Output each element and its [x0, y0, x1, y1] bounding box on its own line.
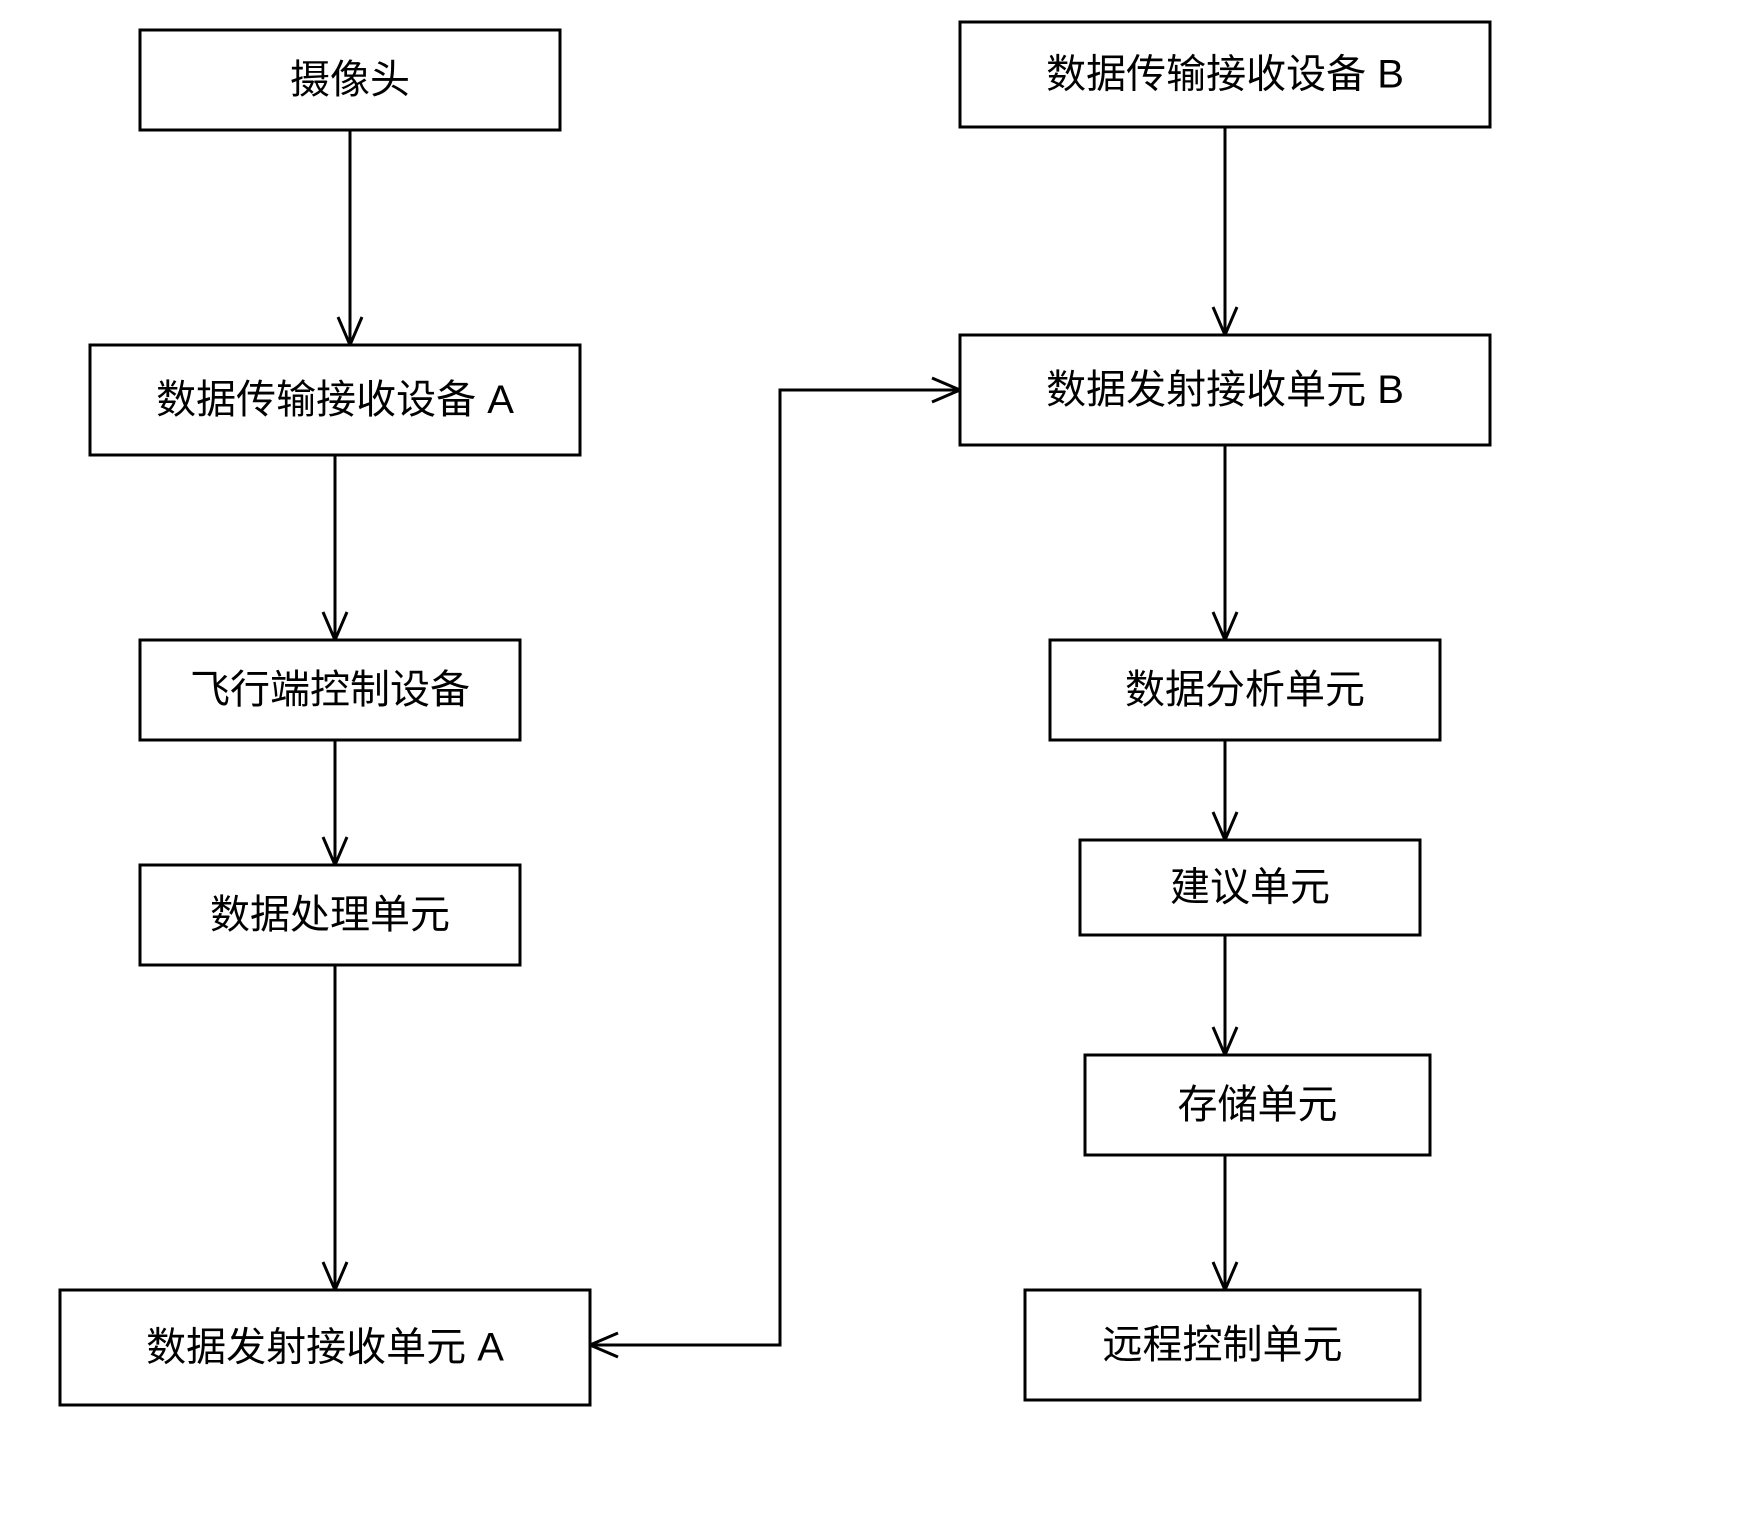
node-label: 摄像头 [290, 58, 410, 102]
node-label: 数据发射接收单元 B [1046, 368, 1404, 412]
flowchart-node: 建议单元 [1080, 840, 1420, 935]
node-label: 飞行端控制设备 [190, 668, 470, 712]
node-label: 数据传输接收设备 B [1046, 53, 1404, 97]
flowchart-canvas: 摄像头数据传输接收设备 A 飞行端控制设备数据处理单元数据发射接收单元 A 数据传输… [0, 0, 1739, 1523]
flowchart-node: 数据分析单元 [1050, 640, 1440, 740]
node-label: 数据发射接收单元 A [146, 1326, 504, 1370]
node-label: 数据传输接收设备 A [156, 378, 514, 422]
flowchart-node: 数据发射接收单元 B [960, 335, 1490, 445]
flowchart-node: 飞行端控制设备 [140, 640, 520, 740]
flowchart-node: 存储单元 [1085, 1055, 1430, 1155]
flowchart-node: 数据处理单元 [140, 865, 520, 965]
flowchart-node: 摄像头 [140, 30, 560, 130]
flowchart-node: 数据传输接收设备 A [90, 345, 580, 455]
node-label: 数据处理单元 [210, 893, 450, 937]
edge [590, 390, 960, 1345]
node-label: 存储单元 [1178, 1083, 1338, 1127]
node-label: 数据分析单元 [1125, 668, 1365, 712]
flowchart-node: 远程控制单元 [1025, 1290, 1420, 1400]
flowchart-node: 数据传输接收设备 B [960, 22, 1490, 127]
node-label: 建议单元 [1170, 866, 1330, 910]
flowchart-node: 数据发射接收单元 A [60, 1290, 590, 1405]
node-label: 远程控制单元 [1103, 1323, 1343, 1367]
